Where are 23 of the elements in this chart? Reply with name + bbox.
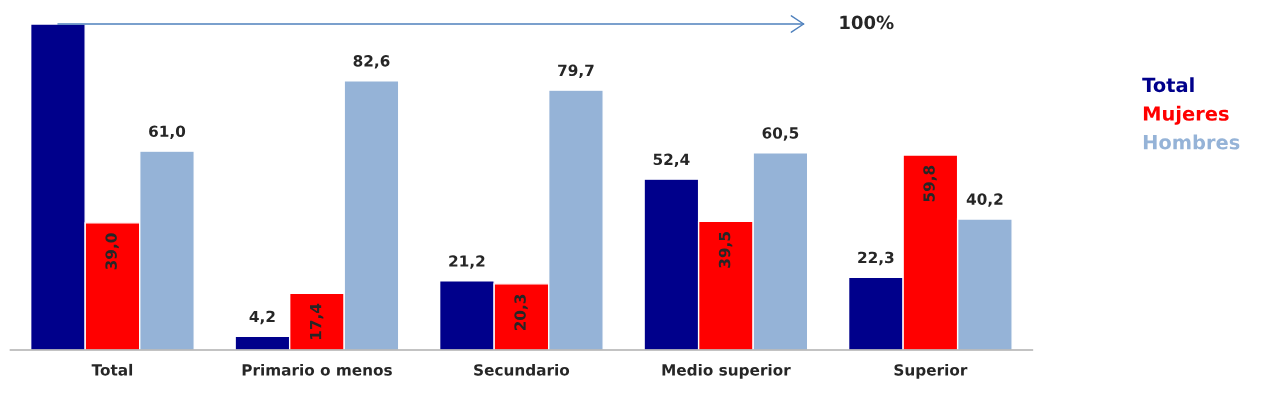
data-label: 17,4 — [310, 303, 324, 340]
data-label: 52,4 — [653, 153, 690, 168]
text: Total — [1142, 77, 1194, 93]
x-tick-label: Total — [91, 363, 133, 376]
data-label: 21,2 — [449, 255, 485, 269]
x-tick-label: Superior — [894, 363, 968, 379]
text: Hombres — [1143, 134, 1240, 150]
data-label: 22,3 — [858, 251, 894, 266]
data-label: 4,2 — [249, 310, 275, 325]
data-label: 40,2 — [966, 193, 1003, 207]
data-label: 20,3 — [514, 294, 528, 331]
data-label: 82,6 — [353, 55, 390, 69]
data-label: 59,8 — [923, 165, 937, 202]
data-label: 61,0 — [149, 125, 186, 140]
data-label: 79,7 — [558, 64, 594, 79]
x-tick-label: Medio superior — [662, 363, 791, 379]
data-label: 39,5 — [718, 232, 733, 268]
x-tick-label: Secundario — [474, 363, 570, 376]
ref-line-label: 100% — [840, 15, 894, 30]
data-label: 39,0 — [105, 233, 119, 270]
data-label: 60,5 — [762, 127, 799, 141]
x-tick-label: Primario o menos — [242, 363, 392, 376]
text: Mujeres — [1143, 105, 1229, 125]
